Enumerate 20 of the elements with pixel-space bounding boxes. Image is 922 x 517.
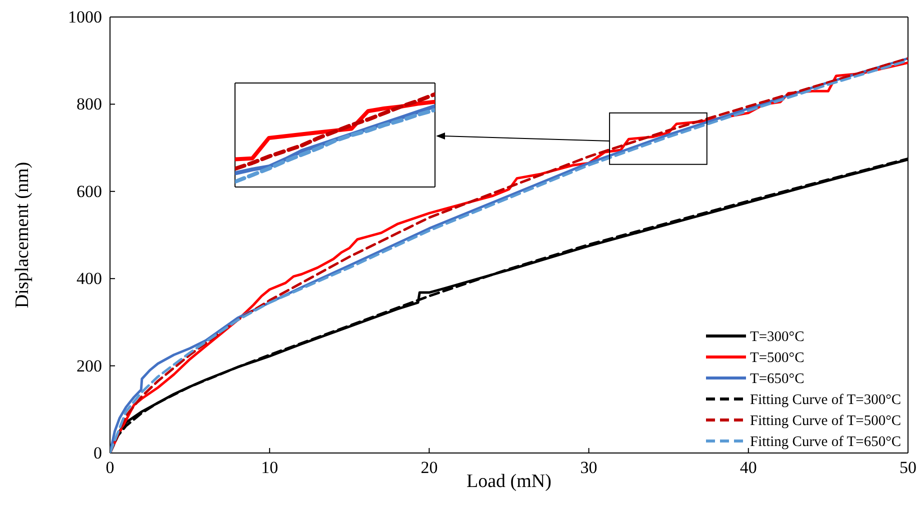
legend-label: Fitting Curve of T=500°C [750,413,902,429]
legend-label: T=300°C [750,329,804,345]
y-tick-label: 800 [76,94,102,114]
y-axis-title: Displacement (nm) [12,162,33,308]
x-axis-title: Load (mN) [466,471,552,492]
x-tick-label: 20 [420,458,438,478]
legend-label: T=500°C [750,350,804,366]
legend-label: T=650°C [750,371,804,387]
y-tick-label: 1000 [68,7,102,26]
legend-label: Fitting Curve of T=650°C [750,434,902,450]
x-tick-label: 30 [580,458,598,478]
x-tick-label: 50 [900,458,916,478]
legend-label: Fitting Curve of T=300°C [750,392,902,408]
y-tick-label: 200 [76,356,102,376]
y-tick-label: 0 [94,443,102,462]
y-tick-label: 600 [76,182,102,201]
x-tick-label: 0 [106,458,114,478]
x-tick-label: 10 [261,458,278,478]
y-tick-label: 400 [76,269,102,288]
x-tick-label: 40 [740,458,757,478]
